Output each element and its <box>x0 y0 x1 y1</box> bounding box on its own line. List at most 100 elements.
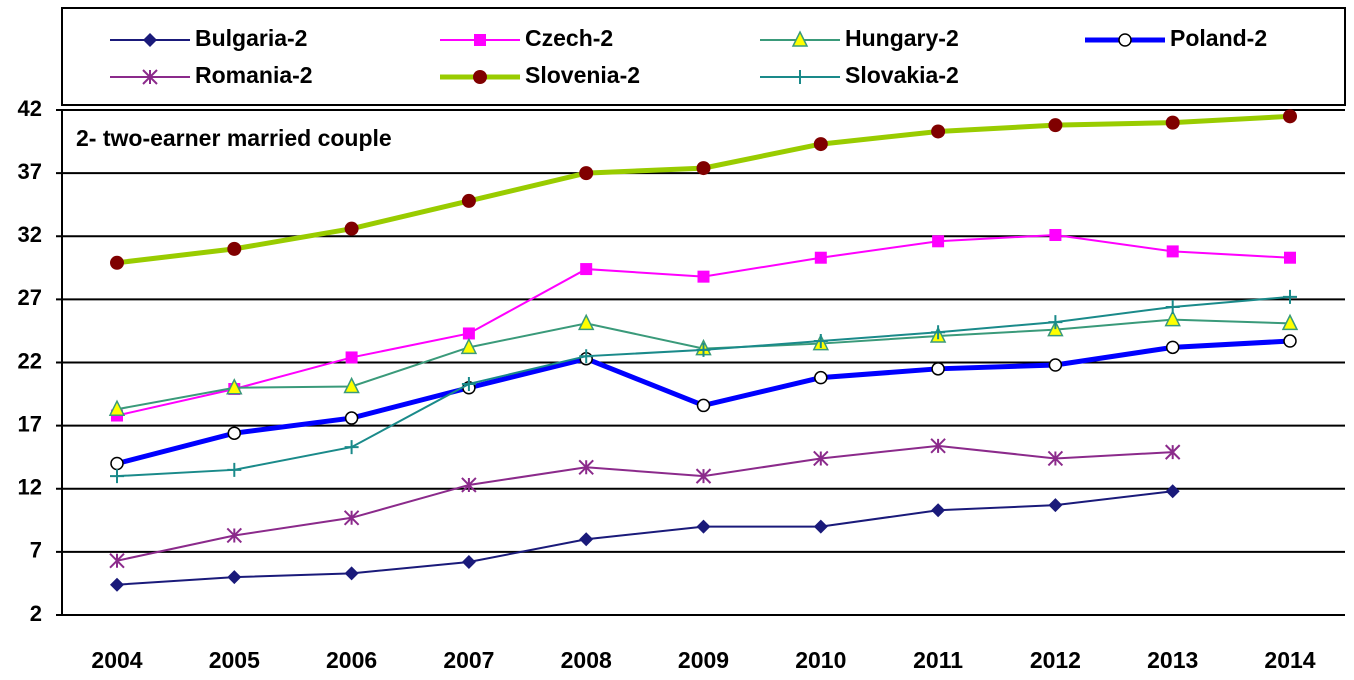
marker <box>695 468 712 484</box>
legend-label: Poland-2 <box>1170 25 1267 51</box>
marker <box>813 137 828 152</box>
x-tick-label: 2009 <box>678 647 729 673</box>
marker <box>110 577 124 592</box>
legend-label: Slovenia-2 <box>525 62 640 88</box>
marker <box>461 477 477 493</box>
marker <box>110 456 124 471</box>
legend-label: Slovakia-2 <box>845 62 959 88</box>
legend-entry: Hungary-2 <box>760 25 959 51</box>
marker <box>1164 309 1181 327</box>
y-tick-label: 32 <box>18 222 42 247</box>
marker <box>1283 289 1297 304</box>
x-tick-label: 2013 <box>1147 647 1198 673</box>
marker <box>227 241 242 256</box>
marker <box>931 503 946 518</box>
marker <box>814 370 828 385</box>
marker <box>931 124 946 139</box>
marker <box>1281 313 1299 331</box>
series <box>110 484 1180 592</box>
marker <box>227 426 242 440</box>
marker <box>579 532 594 547</box>
y-tick-label: 22 <box>18 348 42 373</box>
marker <box>579 349 594 364</box>
marker <box>1164 444 1181 460</box>
y-tick-label: 27 <box>18 285 42 310</box>
marker <box>577 313 595 331</box>
marker <box>142 69 158 85</box>
legend-entry: Poland-2 <box>1085 25 1267 51</box>
marker <box>793 70 807 84</box>
marker <box>227 462 242 477</box>
legend-label: Bulgaria-2 <box>195 25 307 51</box>
marker <box>578 459 594 475</box>
marker <box>932 235 945 248</box>
marker <box>110 469 124 484</box>
marker <box>473 70 487 84</box>
series <box>109 438 1181 569</box>
marker <box>474 34 486 46</box>
marker <box>931 325 946 340</box>
legend-label: Czech-2 <box>525 25 613 51</box>
x-tick-label: 2012 <box>1030 647 1081 673</box>
marker <box>814 251 827 264</box>
marker <box>108 399 126 416</box>
marker <box>461 193 476 208</box>
marker <box>813 334 828 349</box>
marker <box>343 510 360 526</box>
marker <box>1166 245 1179 258</box>
y-tick-label: 42 <box>18 96 42 121</box>
legend-entry: Slovakia-2 <box>760 62 959 88</box>
series-line <box>116 318 1291 411</box>
marker <box>579 166 594 181</box>
legend-entry: Romania-2 <box>110 62 313 88</box>
x-tick-label: 2010 <box>795 647 846 673</box>
marker <box>1118 33 1132 47</box>
marker <box>696 398 711 413</box>
legend-entry: Czech-2 <box>440 25 613 51</box>
series-line <box>116 490 1173 586</box>
marker <box>343 376 360 394</box>
marker <box>1283 109 1297 124</box>
marker <box>791 30 809 47</box>
series <box>110 289 1297 484</box>
marker <box>1283 334 1297 348</box>
marker <box>344 440 359 455</box>
legend-box <box>61 7 1346 106</box>
series-line <box>116 444 1173 562</box>
marker <box>697 270 710 283</box>
marker <box>696 519 711 534</box>
marker <box>143 33 157 47</box>
x-tick-label: 2007 <box>443 647 494 673</box>
x-tick-label: 2014 <box>1264 647 1315 673</box>
y-tick-label: 12 <box>18 475 42 500</box>
marker <box>813 519 828 534</box>
x-tick-label: 2006 <box>326 647 377 673</box>
annotation: 2- two-earner married couple <box>76 125 392 151</box>
marker <box>226 527 243 544</box>
x-tick-label: 2011 <box>913 647 963 673</box>
marker <box>345 351 358 364</box>
marker <box>931 362 945 376</box>
x-tick-label: 2005 <box>209 647 260 673</box>
marker <box>580 263 593 276</box>
marker <box>1049 228 1062 241</box>
marker <box>461 376 476 391</box>
legend-label: Hungary-2 <box>845 25 959 51</box>
marker <box>813 450 829 467</box>
marker <box>109 553 125 569</box>
marker <box>461 554 476 569</box>
y-tick-label: 2 <box>30 601 42 626</box>
marker <box>1047 450 1064 467</box>
marker <box>1284 251 1296 264</box>
marker <box>1048 358 1063 372</box>
marker <box>1048 315 1063 330</box>
y-tick-label: 37 <box>18 159 42 184</box>
marker <box>1165 299 1180 314</box>
series <box>110 109 1297 270</box>
marker <box>227 570 242 585</box>
marker <box>1048 498 1063 513</box>
y-tick-label: 7 <box>30 538 42 563</box>
marker <box>696 342 711 357</box>
x-tick-label: 2004 <box>91 647 142 673</box>
